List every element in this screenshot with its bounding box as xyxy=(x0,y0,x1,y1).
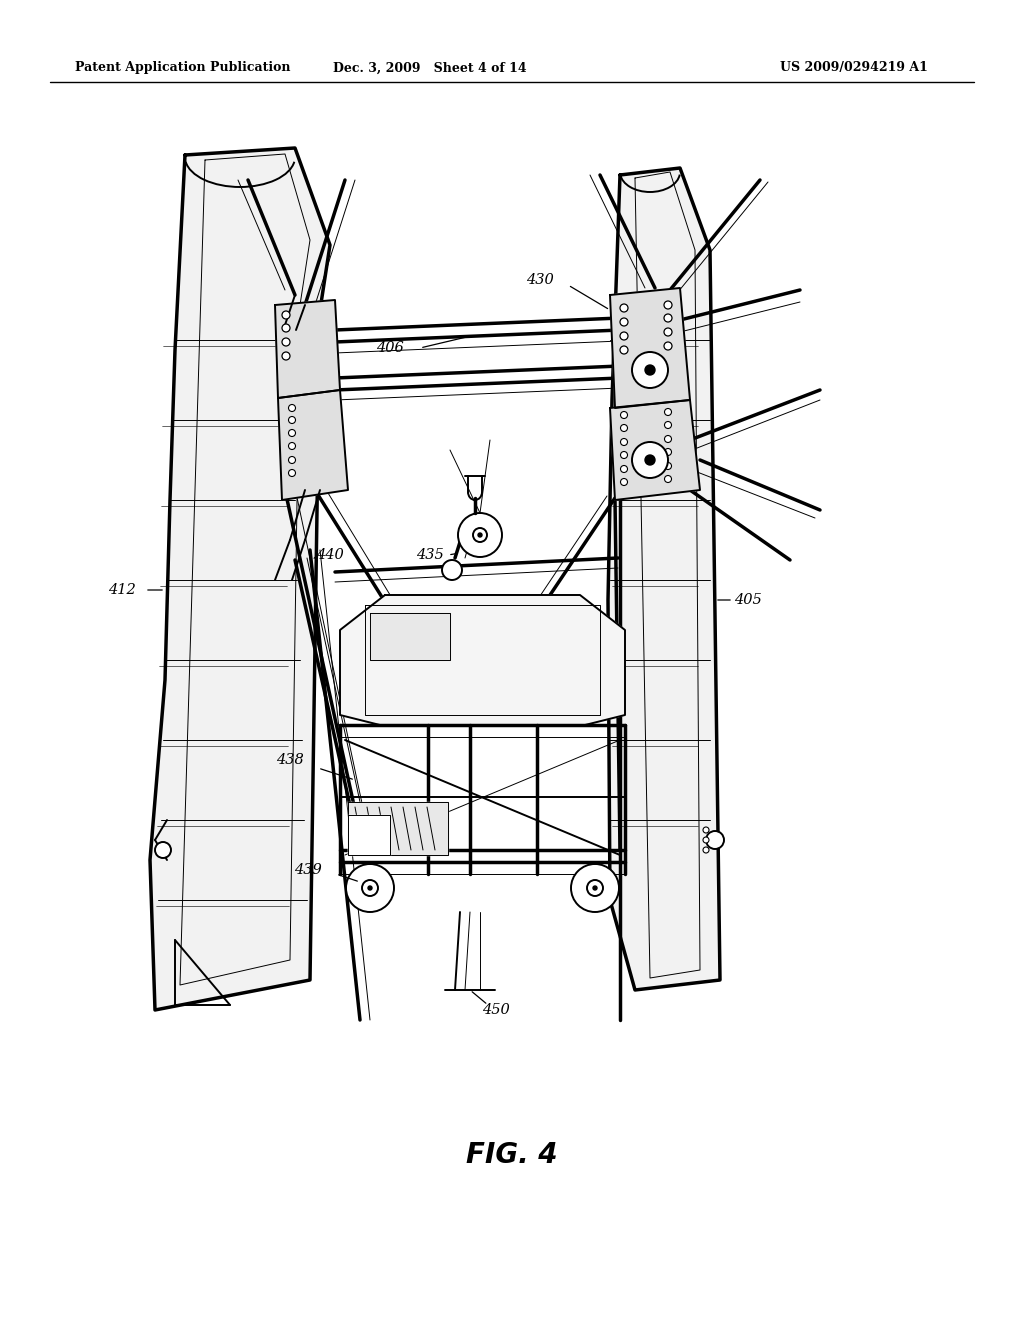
Circle shape xyxy=(289,417,296,424)
Circle shape xyxy=(620,346,628,354)
Circle shape xyxy=(664,314,672,322)
Circle shape xyxy=(289,457,296,463)
Polygon shape xyxy=(610,400,700,500)
Circle shape xyxy=(665,421,672,429)
Circle shape xyxy=(665,436,672,442)
Text: Dec. 3, 2009   Sheet 4 of 14: Dec. 3, 2009 Sheet 4 of 14 xyxy=(333,62,526,74)
Circle shape xyxy=(458,513,502,557)
Circle shape xyxy=(362,880,378,896)
Polygon shape xyxy=(275,300,340,399)
Circle shape xyxy=(621,466,628,473)
Polygon shape xyxy=(348,803,449,855)
Circle shape xyxy=(368,886,372,890)
Circle shape xyxy=(664,301,672,309)
Text: Patent Application Publication: Patent Application Publication xyxy=(75,62,291,74)
Circle shape xyxy=(289,442,296,450)
Circle shape xyxy=(664,327,672,337)
Circle shape xyxy=(621,479,628,486)
Text: FIG. 4: FIG. 4 xyxy=(466,1140,558,1170)
Text: 435: 435 xyxy=(416,548,443,562)
Text: US 2009/0294219 A1: US 2009/0294219 A1 xyxy=(780,62,928,74)
Circle shape xyxy=(282,312,290,319)
Circle shape xyxy=(620,333,628,341)
Circle shape xyxy=(289,429,296,437)
Circle shape xyxy=(621,451,628,458)
Text: 406: 406 xyxy=(376,341,403,355)
Polygon shape xyxy=(610,288,690,408)
Circle shape xyxy=(587,880,603,896)
Text: 412: 412 xyxy=(109,583,136,597)
Circle shape xyxy=(645,366,655,375)
Circle shape xyxy=(621,412,628,418)
Circle shape xyxy=(703,847,709,853)
Circle shape xyxy=(282,323,290,333)
Circle shape xyxy=(621,425,628,432)
Polygon shape xyxy=(608,168,720,990)
Circle shape xyxy=(632,442,668,478)
Circle shape xyxy=(282,338,290,346)
Polygon shape xyxy=(150,148,330,1010)
Circle shape xyxy=(665,408,672,416)
Circle shape xyxy=(282,352,290,360)
Circle shape xyxy=(478,533,482,537)
Circle shape xyxy=(620,304,628,312)
Text: 405: 405 xyxy=(734,593,762,607)
Text: 439: 439 xyxy=(294,863,322,876)
Polygon shape xyxy=(370,612,450,660)
Circle shape xyxy=(703,837,709,843)
Circle shape xyxy=(620,318,628,326)
Circle shape xyxy=(593,886,597,890)
Circle shape xyxy=(621,438,628,446)
Circle shape xyxy=(645,455,655,465)
Text: 430: 430 xyxy=(526,273,554,286)
Circle shape xyxy=(289,404,296,412)
Circle shape xyxy=(665,475,672,483)
Polygon shape xyxy=(348,814,390,855)
Circle shape xyxy=(155,842,171,858)
Circle shape xyxy=(665,449,672,455)
Circle shape xyxy=(571,865,618,912)
Polygon shape xyxy=(278,389,348,500)
Circle shape xyxy=(346,865,394,912)
Circle shape xyxy=(442,560,462,579)
Polygon shape xyxy=(340,595,625,725)
Circle shape xyxy=(473,528,487,543)
Circle shape xyxy=(664,342,672,350)
Circle shape xyxy=(703,828,709,833)
Text: 440: 440 xyxy=(316,548,344,562)
Text: 438: 438 xyxy=(276,752,304,767)
Text: 450: 450 xyxy=(482,1003,510,1016)
Circle shape xyxy=(632,352,668,388)
Circle shape xyxy=(706,832,724,849)
Circle shape xyxy=(289,470,296,477)
Circle shape xyxy=(665,462,672,470)
